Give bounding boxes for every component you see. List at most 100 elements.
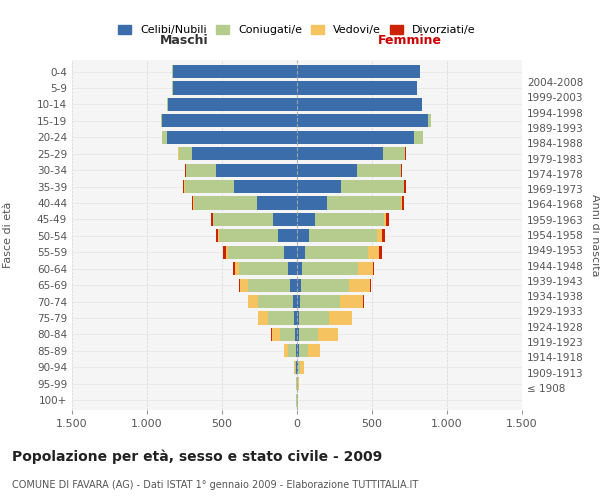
Bar [186,164,297,176]
Bar [297,344,299,358]
Bar [297,82,417,94]
Bar [297,65,420,78]
Bar [273,213,297,226]
Bar [284,246,297,259]
Bar [173,65,297,78]
Bar [192,147,297,160]
Bar [297,344,320,358]
Bar [235,262,297,276]
Bar [297,213,315,226]
Bar [167,98,297,111]
Bar [183,180,297,193]
Bar [179,147,297,160]
Bar [248,278,297,291]
Bar [297,394,298,406]
Bar [297,360,304,374]
Bar [297,312,352,324]
Text: Maschi: Maschi [160,34,209,47]
Bar [297,82,418,94]
Bar [167,98,297,111]
Bar [297,344,320,358]
Bar [288,262,297,276]
Bar [297,130,414,144]
Bar [297,213,386,226]
Bar [216,164,297,176]
Bar [280,328,297,341]
Bar [178,147,297,160]
Bar [212,213,297,226]
Bar [297,246,382,259]
Bar [297,65,420,78]
Bar [297,180,404,193]
Bar [297,196,327,209]
Bar [297,394,298,406]
Bar [297,360,300,374]
Bar [297,229,382,242]
Bar [293,360,297,374]
Bar [293,360,297,374]
Bar [186,164,297,176]
Bar [297,196,402,209]
Bar [297,82,418,94]
Bar [297,246,305,259]
Bar [297,377,299,390]
Bar [297,130,423,144]
Bar [297,246,368,259]
Bar [239,278,297,291]
Bar [296,377,297,390]
Bar [297,344,308,358]
Bar [233,262,297,276]
Bar [297,130,423,144]
Bar [271,328,297,341]
Bar [296,394,297,406]
Bar [218,229,297,242]
Y-axis label: Anni di nascita: Anni di nascita [590,194,600,276]
Bar [297,147,406,160]
Bar [290,278,297,291]
Bar [161,114,297,128]
Bar [192,196,297,209]
Bar [297,65,420,78]
Bar [297,360,304,374]
Bar [193,196,297,209]
Bar [161,130,297,144]
Bar [173,82,297,94]
Bar [297,196,404,209]
Bar [297,360,298,374]
Bar [297,98,422,111]
Bar [258,295,297,308]
Bar [297,295,363,308]
Bar [297,114,431,128]
Bar [297,312,329,324]
Bar [297,262,358,276]
Bar [295,328,297,341]
Bar [257,196,297,209]
Bar [223,246,297,259]
Bar [297,164,401,176]
Bar [297,229,385,242]
Text: Femmine: Femmine [377,34,442,47]
Bar [162,130,297,144]
Bar [172,82,297,94]
Bar [185,180,297,193]
Bar [297,328,338,341]
Bar [162,130,297,144]
Bar [297,278,301,291]
Bar [297,130,424,144]
Y-axis label: Fasce di età: Fasce di età [4,202,14,268]
Bar [297,114,431,128]
Bar [297,377,298,390]
Bar [297,98,421,111]
Bar [297,394,298,406]
Bar [168,98,297,111]
Bar [297,246,379,259]
Bar [178,147,297,160]
Bar [271,328,297,341]
Bar [172,82,297,94]
Bar [219,229,297,242]
Bar [296,394,297,406]
Bar [277,229,297,242]
Bar [167,98,297,111]
Bar [297,262,373,276]
Bar [211,213,297,226]
